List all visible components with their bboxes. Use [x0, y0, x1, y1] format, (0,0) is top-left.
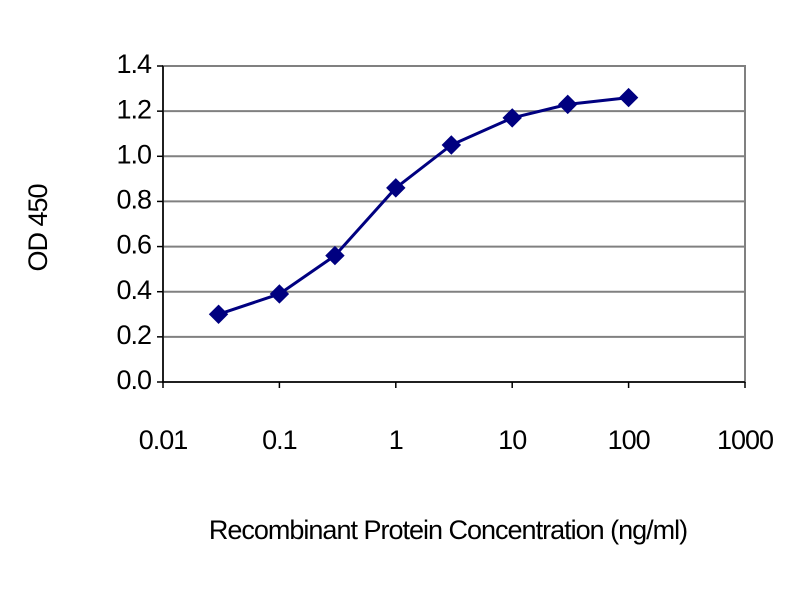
y-tick-label: 0.0 — [116, 365, 151, 395]
x-tick-label: 1 — [389, 425, 403, 455]
data-line — [218, 96, 629, 316]
data-point — [618, 87, 639, 108]
y-tick-label: 1.0 — [116, 139, 151, 169]
x-tick-label: 0.1 — [262, 425, 297, 455]
y-axis-label: OD 450 — [23, 184, 53, 271]
x-tick-label: 100 — [608, 425, 650, 455]
plot-area — [162, 65, 746, 383]
y-tick-label: 0.6 — [116, 230, 151, 260]
data-point — [208, 304, 229, 324]
data-point — [558, 94, 578, 115]
y-tick-label: 1.4 — [116, 49, 152, 79]
y-tick-label: 0.8 — [116, 185, 151, 215]
x-axis-label: Recombinant Protein Concentration (ng/ml… — [209, 515, 687, 545]
data-point — [502, 108, 522, 128]
data-point — [269, 284, 290, 304]
data-point — [441, 135, 462, 155]
x-tick-label: 0.01 — [139, 425, 188, 455]
data-point — [325, 245, 345, 266]
y-tick-label: 1.2 — [116, 94, 151, 124]
x-tick-label: 1000 — [717, 425, 773, 455]
data-point — [386, 178, 406, 198]
y-tick-label: 0.2 — [116, 320, 151, 350]
y-tick-label: 0.4 — [116, 275, 152, 305]
x-tick-label: 10 — [498, 425, 526, 455]
